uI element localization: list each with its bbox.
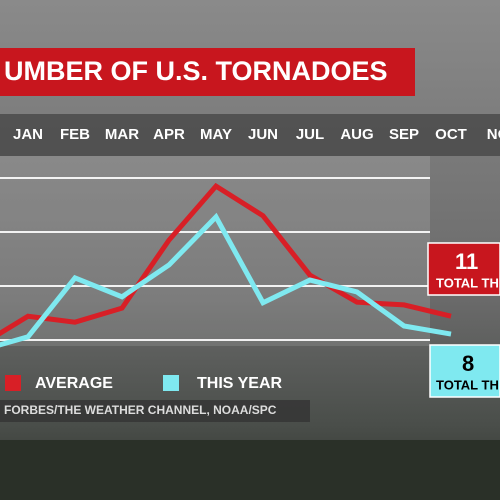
x-tick-label: JUL <box>296 126 324 143</box>
callout-box <box>429 344 500 398</box>
callout-text: TOTAL TH <box>436 377 499 392</box>
ground <box>0 440 500 500</box>
x-tick-label: SEP <box>389 126 419 143</box>
x-tick-label: MAY <box>200 126 232 143</box>
month-header <box>0 114 500 156</box>
source-bar <box>0 400 310 422</box>
legend-label: AVERAGE <box>35 375 113 392</box>
chart-title: UMBER OF U.S. TORNADOES <box>4 56 388 86</box>
x-tick-label: NO <box>487 126 500 143</box>
x-tick-label: OCT <box>435 126 467 143</box>
title-banner <box>0 48 415 96</box>
callout-text: TOTAL TH <box>436 275 499 290</box>
legend-label: THIS YEAR <box>197 375 283 392</box>
x-tick-label: FEB <box>60 126 90 143</box>
plot: JAN FEB MAR APR MAY JUN JUL AUG SEP OCT NO <box>0 126 500 348</box>
callout-box <box>427 242 500 296</box>
legend-swatch <box>163 375 179 391</box>
legend-swatch <box>5 375 21 391</box>
callout-number: 8 <box>462 351 474 376</box>
x-tick-label: AUG <box>340 126 373 143</box>
x-tick-label: MAR <box>105 126 139 143</box>
x-tick-label: APR <box>153 126 185 143</box>
series-line <box>0 212 452 348</box>
x-tick-label: JAN <box>13 126 43 143</box>
callout-number: 11 <box>455 249 478 274</box>
x-tick-label: JUN <box>248 126 278 143</box>
source: FORBES/THE WEATHER CHANNEL, NOAA/SPC <box>4 403 277 417</box>
